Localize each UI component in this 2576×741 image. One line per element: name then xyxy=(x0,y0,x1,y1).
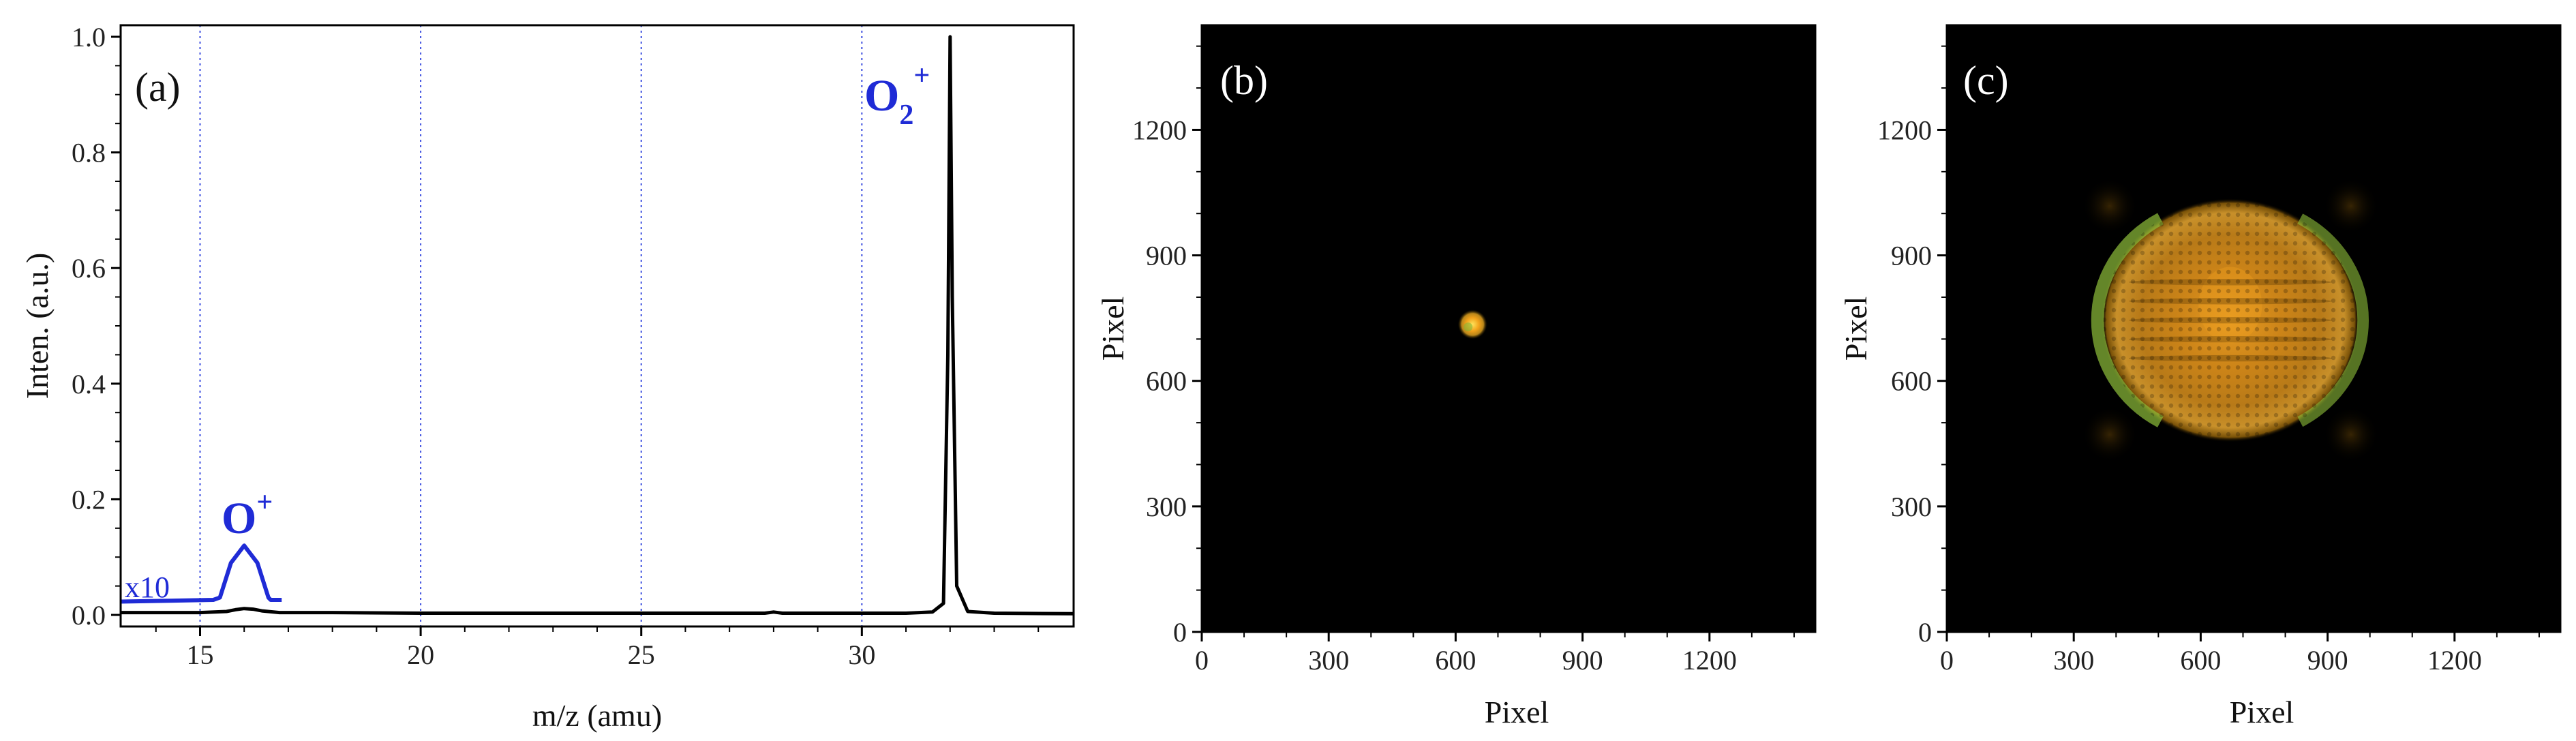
y-tick-label-2: 0.4 xyxy=(72,369,106,399)
y-tick-label-0: 0.0 xyxy=(72,600,106,631)
panel-b-features xyxy=(1457,309,1487,339)
panel-c-x-tick-label-2: 600 xyxy=(2180,645,2221,676)
panel-c-halo-0 xyxy=(2082,178,2138,235)
panel-b-frame xyxy=(1200,24,1817,633)
panel-c-halo-2 xyxy=(2082,406,2138,463)
x-tick-label-3: 30 xyxy=(848,639,875,670)
panel-c-y-tick-label-0: 0 xyxy=(1918,617,1932,648)
x-tick-label-0: 15 xyxy=(187,639,214,670)
panel-c-image: 0 300 600 900 1200 0 300 600 900 1200 (c) Pixel P… xyxy=(1838,24,2562,729)
panel-c-y-tick-label-4: 1200 xyxy=(1877,115,1932,145)
panel-c-ring-left xyxy=(2091,213,2164,427)
panel-b-y-tick-label-1: 300 xyxy=(1146,492,1187,522)
panel-b-y-tick-label-4: 1200 xyxy=(1132,115,1187,145)
panel-c-xlabel: Pixel xyxy=(2230,695,2294,729)
panel-c-x-tick-label-1: 300 xyxy=(2053,645,2094,676)
panel-c-texture xyxy=(2103,199,2358,441)
panel-a-spectrum: 15 20 25 30 0.0 0.2 0.4 0.6 0.8 1.0 (a) m/z (amu)… xyxy=(20,22,1075,733)
panel-a-label: (a) xyxy=(135,65,181,110)
panel-b-x-tick-label-0: 0 xyxy=(1195,645,1209,676)
panel-b-x-tick-label-1: 300 xyxy=(1308,645,1349,676)
panel-b-y-tick-label-2: 600 xyxy=(1146,366,1187,397)
panel-b-x-tick-label-3: 900 xyxy=(1562,645,1603,676)
panel-c-x-tick-label-4: 1200 xyxy=(2427,645,2482,676)
panel-c-ticks: 0 300 600 900 1200 0 300 600 900 1200 xyxy=(1877,45,2540,676)
panel-c-frame xyxy=(1945,24,2562,633)
x-tick-label-2: 25 xyxy=(628,639,655,670)
y-tick-label-4: 0.8 xyxy=(72,138,106,168)
y-tick-label-5: 1.0 xyxy=(72,22,106,52)
series-line-0 xyxy=(121,35,1074,616)
panel-a-grid xyxy=(199,25,863,626)
panel-b-xlabel: Pixel xyxy=(1485,695,1549,729)
panel-b-x-tick-label-2: 600 xyxy=(1435,645,1476,676)
panel-b-ticks: 0 300 600 900 1200 0 300 600 900 1200 xyxy=(1132,45,1795,676)
panel-c-ylabel: Pixel xyxy=(1838,297,1873,361)
panel-c-x-tick-label-3: 900 xyxy=(2307,645,2348,676)
panel-a-ylabel: Inten. (a.u.) xyxy=(20,253,55,399)
annotation-x10: x10 xyxy=(125,571,170,604)
panel-b-spot xyxy=(1457,309,1487,339)
panel-b-background xyxy=(1202,25,1815,632)
panel-a-series xyxy=(121,35,1074,616)
panel-c-x-tick-label-0: 0 xyxy=(1940,645,1954,676)
annotation-o2-plus: O2+ xyxy=(864,60,930,131)
panel-c-halo-1 xyxy=(2322,178,2379,235)
panel-a-frame xyxy=(119,24,1075,628)
panel-b-y-tick-label-0: 0 xyxy=(1173,617,1187,648)
panel-b-spot-highlight xyxy=(1464,322,1473,332)
panel-b-y-tick-label-3: 900 xyxy=(1146,241,1187,271)
panel-b-x-tick-label-4: 1200 xyxy=(1682,645,1737,676)
panel-a-ticks: 15 20 25 30 0.0 0.2 0.4 0.6 0.8 1.0 xyxy=(72,22,1040,670)
panel-c-features xyxy=(2082,178,2379,463)
y-tick-label-3: 0.6 xyxy=(72,253,106,284)
panel-c-label: (c) xyxy=(1963,58,2009,103)
panel-c-y-tick-label-1: 300 xyxy=(1891,492,1932,522)
annotation-o-plus: O+ xyxy=(222,487,273,543)
panel-c-ring-right xyxy=(2297,213,2369,427)
panel-b-label: (b) xyxy=(1220,58,1268,103)
panel-c-y-tick-label-3: 900 xyxy=(1891,241,1932,271)
panel-a-xlabel: m/z (amu) xyxy=(532,698,662,733)
panel-b-ylabel: Pixel xyxy=(1095,297,1130,361)
x-tick-label-1: 20 xyxy=(407,639,434,670)
panel-c-halo-3 xyxy=(2322,406,2379,463)
y-tick-label-1: 0.2 xyxy=(72,484,106,515)
panel-c-y-tick-label-2: 600 xyxy=(1891,366,1932,397)
panel-b-image: 0 300 600 900 1200 0 300 600 900 1200 (b) Pixel P… xyxy=(1095,24,1817,729)
